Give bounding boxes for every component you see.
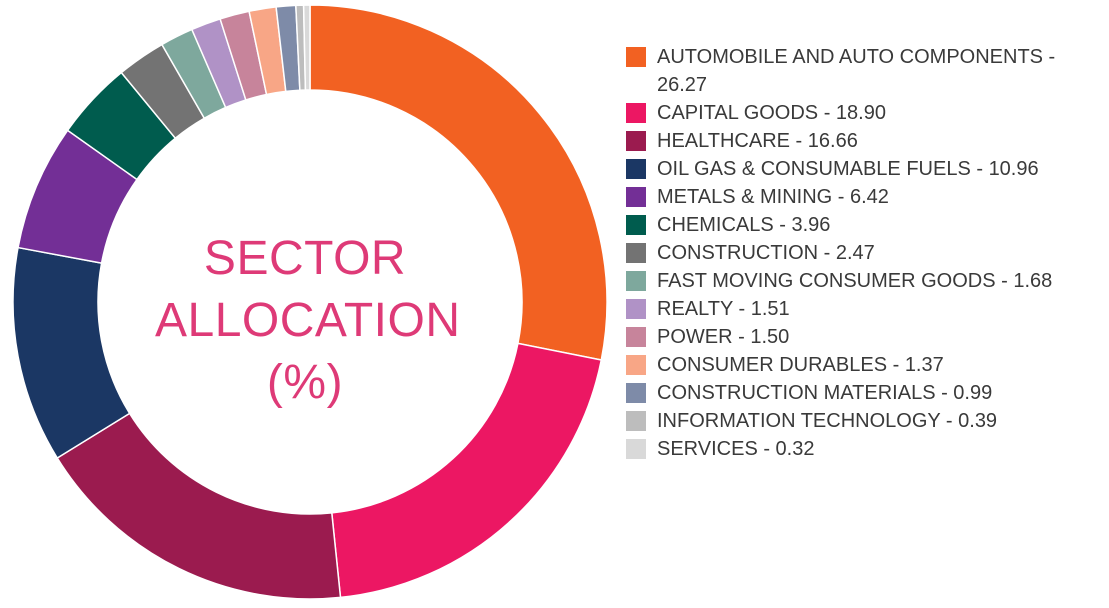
chart-title-line-3: (%) (266, 356, 344, 409)
legend-label: INFORMATION TECHNOLOGY - 0.39 (657, 410, 998, 432)
legend-swatch (626, 327, 646, 347)
legend-label: SERVICES - 0.32 (657, 438, 815, 460)
donut-slice-services (302, 4, 311, 91)
legend-label: CAPITAL GOODS - 18.90 (657, 102, 886, 124)
legend-item: CONSTRUCTION MATERIALS - 0.99 (626, 379, 1096, 407)
legend-label: CONSTRUCTION - 2.47 (657, 242, 875, 264)
legend-item: FAST MOVING CONSUMER GOODS - 1.68 (626, 267, 1096, 295)
legend-label: POWER - 1.50 (657, 326, 790, 348)
legend-item: CHEMICALS - 3.96 (626, 211, 1096, 239)
legend-swatch (626, 299, 646, 319)
legend-item: CAPITAL GOODS - 18.90 (626, 99, 1096, 127)
chart-title-line-1: SECTOR (203, 232, 407, 285)
legend-item: OIL GAS & CONSUMABLE FUELS - 10.96 (626, 155, 1096, 183)
legend-item: REALTY - 1.51 (626, 295, 1096, 323)
legend-swatch (626, 355, 646, 375)
legend-swatch (626, 271, 646, 291)
legend-swatch (626, 215, 646, 235)
legend-swatch (626, 187, 646, 207)
legend-label: REALTY - 1.51 (657, 298, 790, 320)
chart-title-line-2: ALLOCATION (155, 294, 461, 347)
donut-slice-automobile-and-auto-components (309, 4, 608, 361)
legend-label: METALS & MINING - 6.42 (657, 186, 889, 208)
legend-label: AUTOMOBILE AND AUTO COMPONENTS - 26.27 (657, 46, 1056, 96)
legend-item: CONSUMER DURABLES - 1.37 (626, 351, 1096, 379)
chart-title: SECTOR ALLOCATION (%) (155, 228, 461, 414)
donut-slice-healthcare (56, 412, 342, 600)
legend-label: HEALTHCARE - 16.66 (657, 130, 858, 152)
legend-label: CONSUMER DURABLES - 1.37 (657, 354, 944, 376)
chart-legend: AUTOMOBILE AND AUTO COMPONENTS - 26.27 C… (626, 43, 1096, 463)
legend-item: INFORMATION TECHNOLOGY - 0.39 (626, 407, 1096, 435)
legend-label: CONSTRUCTION MATERIALS - 0.99 (657, 382, 993, 404)
legend-label: OIL GAS & CONSUMABLE FUELS - 10.96 (657, 158, 1039, 180)
legend-item: SERVICES - 0.32 (626, 435, 1096, 463)
legend-label: FAST MOVING CONSUMER GOODS - 1.68 (657, 270, 1053, 292)
legend-item: CONSTRUCTION - 2.47 (626, 239, 1096, 267)
legend-swatch (626, 411, 646, 431)
legend-swatch (626, 243, 646, 263)
legend-swatch (626, 131, 646, 151)
legend-label: CHEMICALS - 3.96 (657, 214, 831, 236)
legend-item: METALS & MINING - 6.42 (626, 183, 1096, 211)
donut-chart (12, 4, 608, 600)
legend-swatch (626, 159, 646, 179)
legend-item: HEALTHCARE - 16.66 (626, 127, 1096, 155)
legend-swatch (626, 103, 646, 123)
legend-swatch (626, 383, 646, 403)
legend-item: POWER - 1.50 (626, 323, 1096, 351)
legend-swatch (626, 47, 646, 67)
legend-swatch (626, 439, 646, 459)
legend-item: AUTOMOBILE AND AUTO COMPONENTS - 26.27 (626, 43, 1096, 99)
